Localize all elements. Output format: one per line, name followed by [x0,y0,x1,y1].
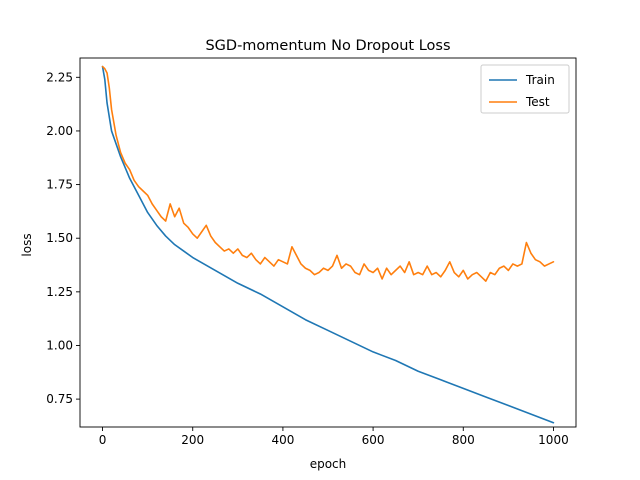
plot-area: 0 200 400 600 800 1000 0.75 1.00 1.25 1.50 1.75 2.0… [46,57,577,447]
y-tick-label: 2.25 [46,70,73,84]
axes-frame [79,57,577,428]
y-tick-label: 1.00 [46,338,73,352]
series-line-test [101,65,555,282]
y-tick-label: 1.25 [46,285,73,299]
legend-label-test: Test [525,95,550,109]
series-line-train [101,65,555,424]
y-tick-label: 1.75 [46,178,73,192]
legend-label-train: Train [525,73,555,87]
y-tick-label: 0.75 [46,392,73,406]
legend: Train Test [480,64,570,114]
x-tick-label: 800 [452,433,475,447]
x-axis-label: epoch [310,457,347,471]
y-tick-label: 2.00 [46,124,73,138]
chart-title: SGD-momentum No Dropout Loss [205,38,450,54]
legend-box [480,64,570,114]
x-tick-label: 0 [99,433,107,447]
x-tick-label: 400 [271,433,294,447]
x-tick-label: 200 [181,433,204,447]
y-axis-label: loss [20,233,34,256]
y-tick-label: 1.50 [46,231,73,245]
x-tick-label: 600 [362,433,385,447]
x-tick-label: 1000 [538,433,569,447]
